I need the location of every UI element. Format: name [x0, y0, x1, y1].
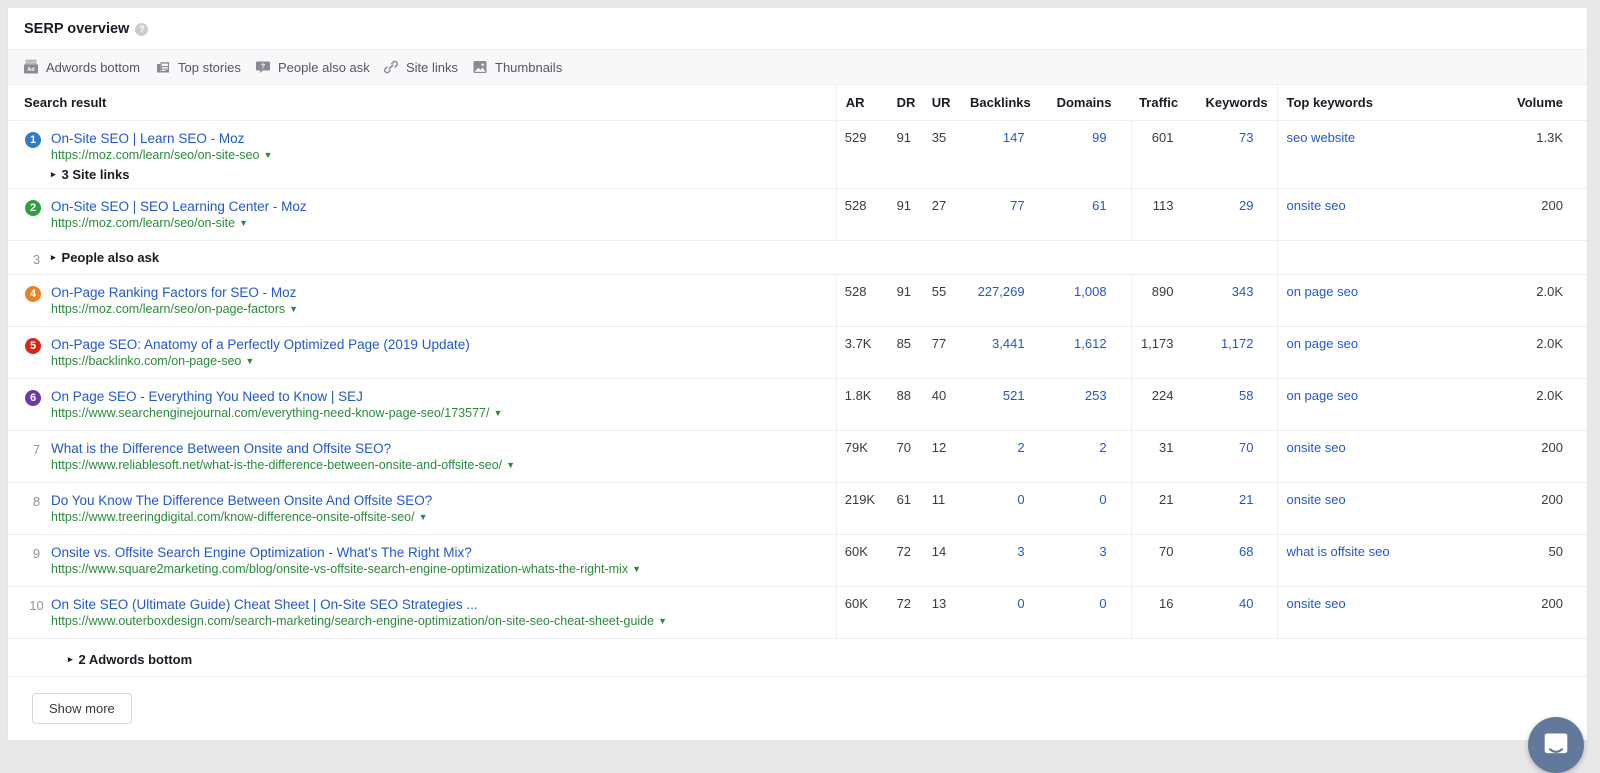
svg-text:?: ? — [261, 64, 265, 71]
svg-text:Ad: Ad — [27, 67, 35, 73]
